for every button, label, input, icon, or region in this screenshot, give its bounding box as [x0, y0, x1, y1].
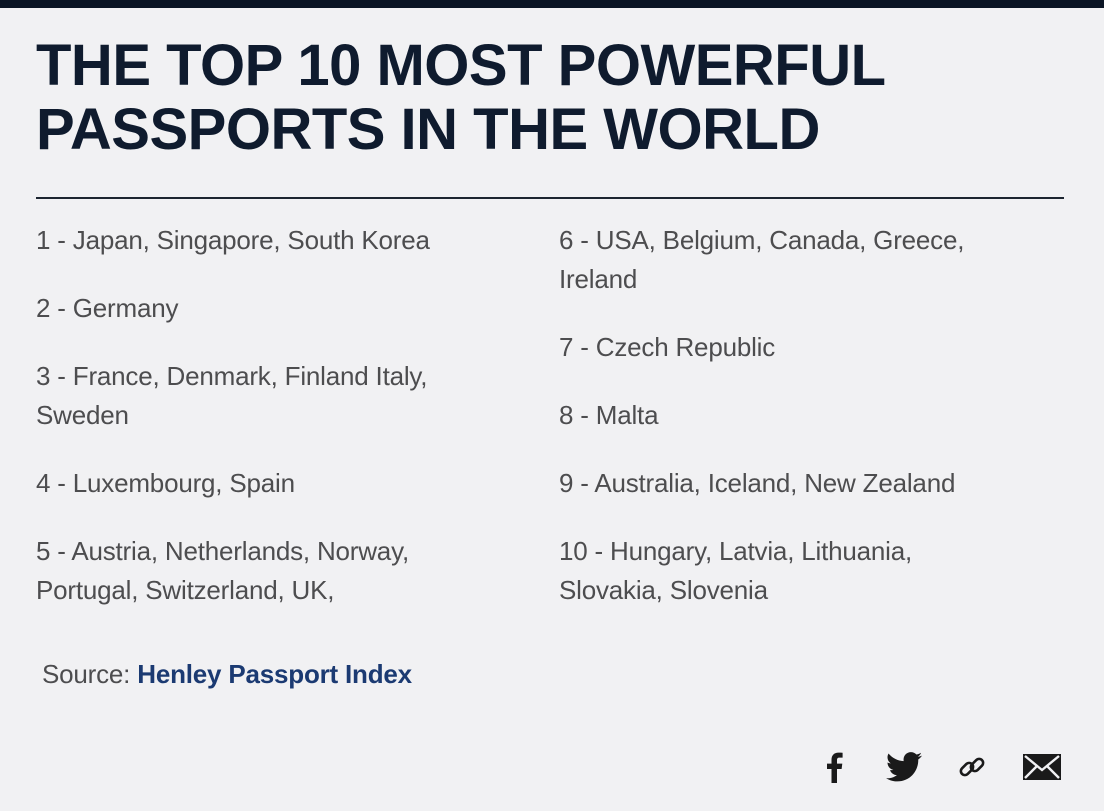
- ranking-entry: 8 - Malta: [559, 400, 659, 430]
- ranking-entry: 9 - Australia, Iceland, New Zealand: [559, 468, 956, 498]
- title-line-1: THE TOP 10 MOST POWERFUL: [36, 33, 886, 98]
- title-line-2: PASSPORTS IN THE WORLD: [36, 97, 820, 162]
- ranking-entry: 10 - Hungary, Latvia, Lithuania, Slovaki…: [559, 536, 913, 605]
- source-link[interactable]: Henley Passport Index: [137, 659, 412, 689]
- top-accent-bar: [0, 0, 1104, 8]
- share-email-button[interactable]: [1020, 748, 1064, 786]
- source-label: Source:: [42, 659, 131, 689]
- email-icon: [1023, 754, 1061, 780]
- rankings-right-column: 6 - USA, Belgium, Canada, Greece, Irelan…: [559, 221, 1019, 639]
- title-divider: [36, 197, 1064, 199]
- ranking-entry: 7 - Czech Republic: [559, 332, 776, 362]
- facebook-icon: [827, 752, 843, 783]
- ranking-entry: 3 - France, Denmark, Finland Italy, Swed…: [36, 361, 428, 430]
- ranking-entry: 6 - USA, Belgium, Canada, Greece, Irelan…: [559, 225, 965, 294]
- twitter-icon: [886, 752, 922, 782]
- link-icon: [959, 757, 985, 777]
- ranking-entry: 5 - Austria, Netherlands, Norway, Portug…: [36, 536, 409, 605]
- ranking-entry: 4 - Luxembourg, Spain: [36, 468, 295, 498]
- article-title: THE TOP 10 MOST POWERFUL PASSPORTS IN TH…: [36, 34, 1036, 162]
- share-facebook-button[interactable]: [818, 748, 850, 786]
- share-link-button[interactable]: [954, 748, 990, 786]
- share-twitter-button[interactable]: [884, 748, 924, 786]
- ranking-entry: 1 - Japan, Singapore, South Korea: [36, 225, 430, 255]
- ranking-entry: 2 - Germany: [36, 293, 179, 323]
- rankings-left-column: 1 - Japan, Singapore, South Korea 2 - Ge…: [36, 221, 496, 639]
- source-line: Source: Henley Passport Index: [42, 655, 412, 694]
